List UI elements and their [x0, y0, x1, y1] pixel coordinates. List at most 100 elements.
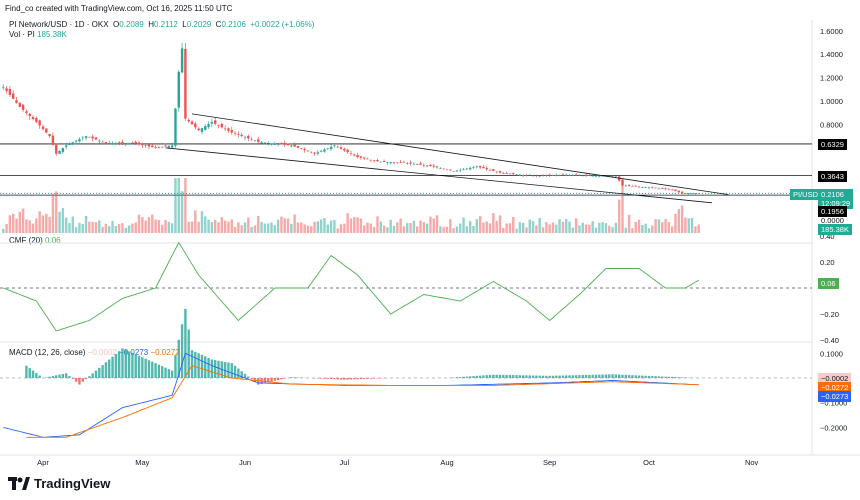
candle-body	[339, 147, 343, 149]
volume-bar	[637, 219, 641, 233]
cmf-tick: 0.20	[820, 258, 835, 267]
macd-histogram-bar	[230, 363, 233, 378]
volume-bar	[449, 219, 452, 233]
tradingview-logo[interactable]: TradingView	[8, 476, 110, 491]
macd-histogram-bar	[270, 378, 273, 382]
candle-body	[558, 174, 561, 176]
macd-histogram-bar	[121, 348, 124, 378]
macd-histogram-bar	[319, 378, 323, 379]
volume-bar	[306, 225, 310, 233]
macd-histogram-bar	[512, 375, 515, 378]
candle-body	[270, 143, 273, 145]
candle-body	[627, 185, 631, 186]
volume-bar	[492, 213, 495, 233]
volume-bar	[432, 218, 435, 233]
candle-body	[651, 187, 654, 189]
candle-body	[422, 165, 426, 166]
candle-body	[108, 143, 111, 144]
volume-bar	[521, 222, 525, 233]
macd-histogram-bar	[141, 357, 144, 378]
macd-histogram-bar	[670, 376, 674, 378]
candle-body	[243, 137, 247, 138]
volume-bar	[409, 222, 412, 233]
volume-bar	[333, 219, 336, 233]
macd-histogram-bar	[243, 373, 247, 378]
macd-histogram-bar	[621, 374, 624, 378]
time-tick: Jul	[340, 458, 350, 467]
macd-histogram-bar	[204, 356, 207, 378]
volume-bar	[237, 222, 240, 233]
volume-bar	[571, 227, 575, 233]
candle-body	[654, 187, 657, 189]
volume-bar	[41, 215, 45, 233]
volume-bar	[74, 227, 78, 233]
candle-body	[492, 169, 495, 171]
candle-body	[670, 189, 674, 191]
volume-bar	[435, 215, 439, 233]
candle-body	[276, 144, 280, 145]
macd-histogram-bar	[363, 378, 366, 379]
macd-histogram-bar	[598, 374, 601, 378]
candle-body	[263, 142, 267, 144]
macd-histogram-bar	[64, 373, 68, 378]
candle-body	[462, 169, 465, 170]
macd-histogram-bar	[111, 356, 114, 378]
volume-bar	[372, 227, 376, 233]
candle-body	[48, 133, 51, 137]
volume-bar	[568, 221, 571, 233]
macd-histogram-bar	[346, 378, 349, 380]
price-tick: 1.2000	[820, 74, 843, 83]
macd-histogram-bar	[353, 378, 356, 380]
macd-histogram-bar	[641, 375, 644, 378]
candle-body	[353, 154, 356, 156]
volume-bar	[227, 221, 230, 233]
macd-histogram-bar	[237, 368, 240, 378]
volume-bar	[18, 211, 22, 233]
volume-bar	[184, 178, 187, 233]
macd-histogram-bar	[104, 362, 108, 378]
candle-body	[45, 128, 48, 133]
volume-bar	[141, 217, 144, 233]
price-tick: 1.6000	[820, 27, 843, 36]
candle-body	[164, 145, 167, 147]
volume-bar	[498, 215, 502, 233]
volume-bar	[392, 225, 396, 233]
volume-bar	[402, 226, 406, 233]
volume-bar	[661, 222, 664, 233]
volume-bar	[439, 226, 442, 233]
candle-body	[68, 143, 71, 146]
macd-histogram-bar	[356, 378, 359, 380]
volume-bar	[525, 227, 528, 233]
macd-histogram-bar	[485, 375, 488, 378]
volume-bar	[657, 219, 661, 233]
volume-bar	[276, 219, 280, 233]
candle-body	[505, 172, 508, 174]
macd-histogram-bar	[677, 377, 681, 378]
candle-body	[15, 100, 18, 103]
credit: Find_co created with TradingView.com, Oc…	[5, 4, 233, 13]
candle-body	[468, 167, 472, 170]
volume-bar	[240, 225, 243, 233]
macd-histogram-bar	[78, 378, 81, 385]
volume-bar	[538, 217, 541, 233]
candle-body	[465, 168, 469, 170]
macd-histogram-bar	[257, 378, 260, 385]
level-label-0.3643: 0.3643	[818, 171, 847, 182]
candle-body	[290, 145, 293, 147]
volume-bar	[286, 218, 290, 233]
candle-body	[578, 175, 581, 176]
volume-bar	[121, 223, 124, 233]
macd-histogram-bar	[35, 373, 38, 378]
volume-bar	[177, 178, 180, 233]
volume-bar	[561, 221, 565, 233]
candle-body	[435, 166, 439, 168]
volume-bar	[608, 225, 611, 233]
candle-body	[674, 189, 677, 192]
macd-histogram-bar	[290, 377, 293, 378]
macd-hist-label: −0.0002	[818, 373, 852, 384]
candle-body	[81, 137, 84, 139]
volume-bar	[104, 223, 108, 233]
candle-body	[482, 166, 485, 169]
